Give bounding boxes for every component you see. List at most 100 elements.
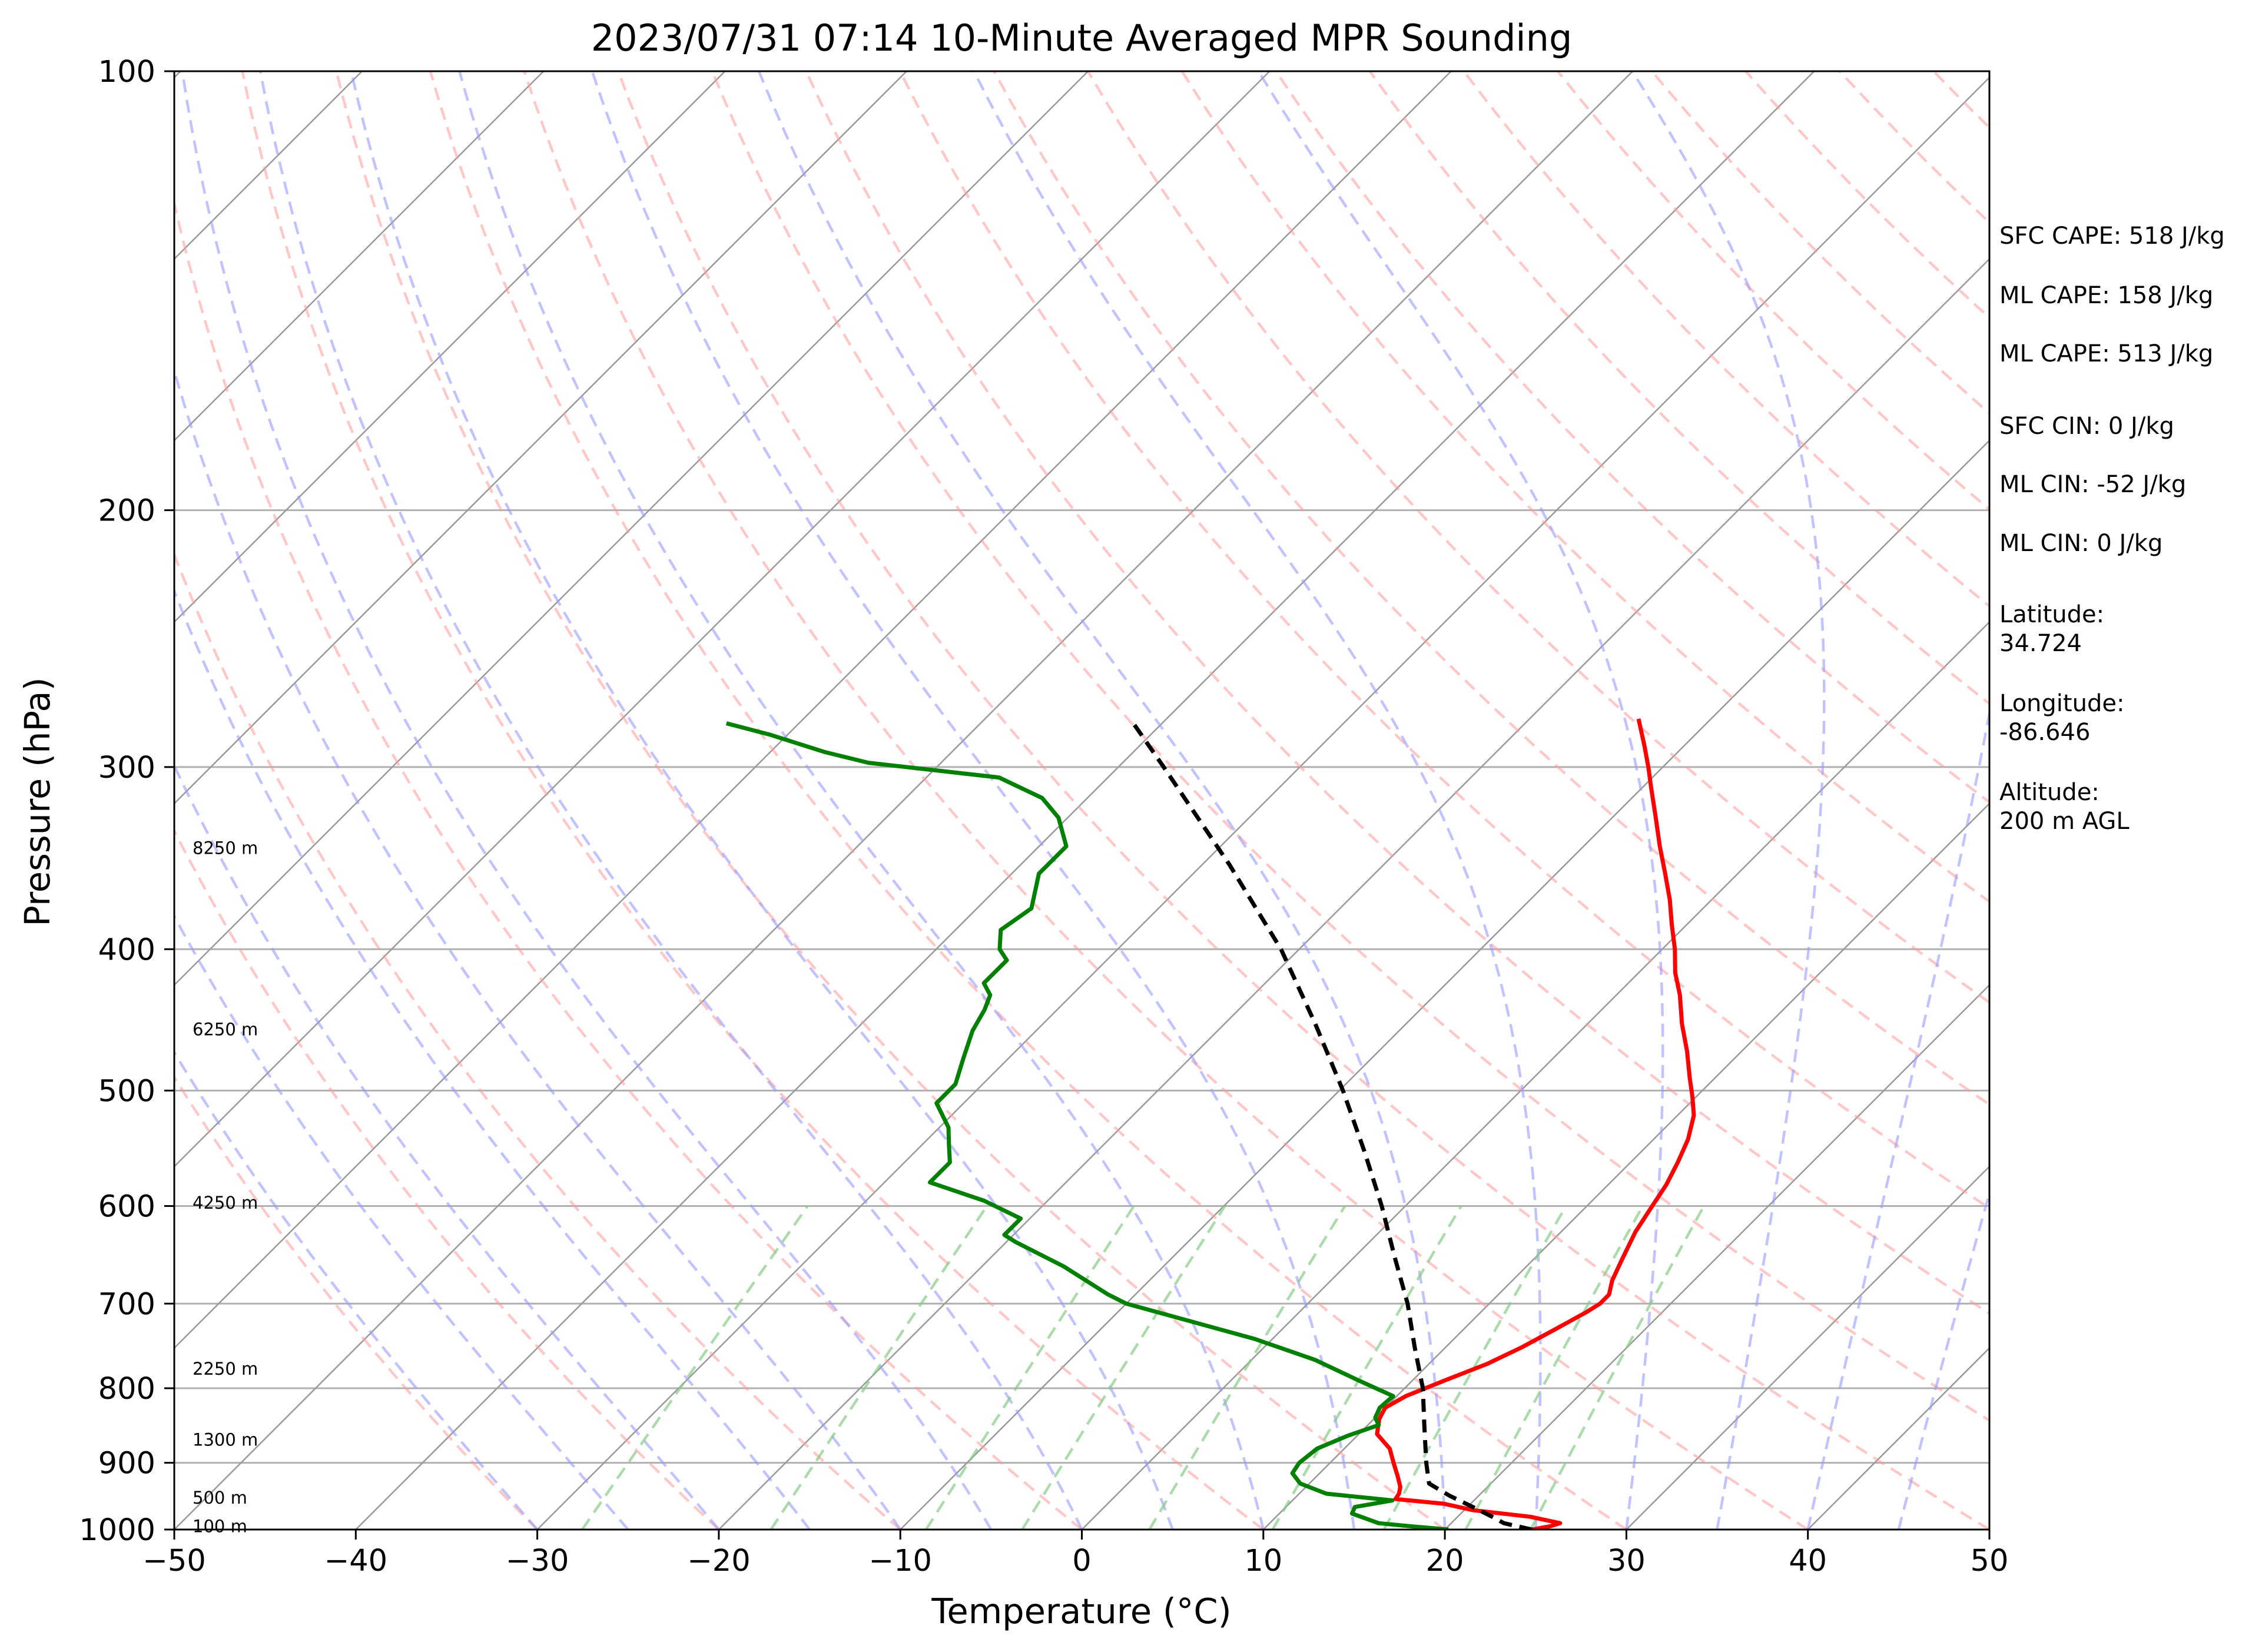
data-lines (725, 717, 1696, 1530)
moist-adiabat-line (1806, 706, 1989, 1530)
pressure-grid (174, 71, 1989, 1530)
moist-adiabat-line (1631, 71, 1826, 1530)
dry-adiabat-line (898, 71, 1989, 1210)
dry-adiabat-line (993, 71, 1989, 1106)
moist-adiabat-line (174, 762, 720, 1530)
chart-title: 2023/07/31 07:14 10-Minute Averaged MPR … (591, 16, 1573, 59)
dry-adiabat-line (711, 71, 1989, 1422)
altitude-label: Altitude: (1999, 779, 2100, 806)
mixing-ratio-line (1464, 1205, 1644, 1530)
dry-adiabat-line (616, 71, 1989, 1530)
isotherm-line (174, 71, 1452, 1349)
moist-adiabat-line (174, 366, 902, 1530)
y-tick-label: 900 (98, 1447, 155, 1481)
isotherm-line (174, 71, 907, 805)
isotherm-line (174, 71, 1089, 986)
dry-adiabat-line (429, 71, 1627, 1530)
parcel-profile-line (1128, 717, 1533, 1530)
isotherm-line (1081, 621, 1989, 1530)
isotherm-line (174, 71, 1633, 1530)
latitude-label: Latitude: (1999, 601, 2104, 628)
moist-adiabat-line (591, 71, 1356, 1530)
x-tick-label: −10 (868, 1544, 932, 1578)
mixing-ratio-line (581, 1205, 809, 1530)
mixing-ratio-line (770, 1205, 989, 1530)
x-axis-title: Temperature (°C) (931, 1591, 1231, 1631)
altitude-value: 200 m AGL (1999, 808, 2130, 835)
sfc-cin-text: SFC CIN: 0 J/kg (1999, 413, 2174, 440)
isotherm-line (174, 71, 545, 442)
y-axis-title: Pressure (hPa) (17, 677, 58, 926)
dry-adiabat-line (241, 71, 1265, 1530)
x-tick-label: 10 (1244, 1544, 1282, 1578)
dry-adiabat-line (174, 828, 720, 1530)
height-label: 4250 m (193, 1193, 258, 1213)
moist-adiabat-line (1257, 71, 1664, 1530)
height-label: 500 m (193, 1488, 247, 1508)
ml-cape-text: ML CAPE: 513 J/kg (1999, 340, 2213, 367)
x-tick-label: 40 (1789, 1544, 1827, 1578)
dry-adiabat-line (1368, 71, 1989, 706)
x-tick-label: −20 (687, 1544, 751, 1578)
isotherm-line (1444, 984, 1989, 1530)
y-tick-label: 300 (98, 751, 155, 785)
longitude-value: -86.646 (1999, 719, 2090, 746)
height-label: 1300 m (193, 1430, 258, 1450)
isotherm-line (355, 71, 1815, 1530)
height-label: 100 m (193, 1517, 247, 1537)
x-tick-label: 20 (1426, 1544, 1464, 1578)
background-lines (174, 71, 1989, 1530)
moist-adiabat-line (258, 71, 1083, 1530)
latitude-value: 34.724 (1999, 630, 2082, 657)
x-tick-label: 30 (1607, 1544, 1646, 1578)
moist-adiabat-line (174, 587, 811, 1530)
moist-adiabats (174, 71, 1989, 1530)
moist-adiabat-line (174, 913, 629, 1530)
isotherm-line (174, 71, 726, 623)
ml-cin-text: ML CIN: 0 J/kg (1999, 530, 2163, 557)
isotherm-line (900, 439, 1989, 1530)
dry-adiabat-line (523, 71, 1809, 1530)
x-tick-label: 50 (1971, 1544, 2009, 1578)
y-tick-label: 200 (98, 494, 155, 529)
y-axis-ticks: 100 200 300 400 500 600 700 800 900 1000 (79, 55, 174, 1548)
height-labels: 100 m 500 m 1300 m 2250 m 4250 m 6250 m 8250 m (193, 838, 258, 1537)
moist-adiabat-line (757, 71, 1447, 1530)
mixing-ratio-line (1529, 1205, 1705, 1530)
moist-adiabat-line (973, 71, 1542, 1530)
y-tick-label: 100 (98, 55, 155, 89)
mixing-ratio-line (1021, 1205, 1226, 1530)
isotherm-line (1626, 1165, 1989, 1530)
height-label: 2250 m (193, 1359, 258, 1379)
moist-adiabat-line (174, 1050, 539, 1530)
y-tick-label: 400 (98, 933, 155, 967)
isotherm-line (1262, 802, 1989, 1530)
longitude-label: Longitude: (1999, 690, 2124, 717)
moist-adiabat-line (458, 71, 1265, 1530)
isotherm-line (536, 76, 1989, 1530)
sfc-cape-text: SFC CAPE: 518 J/kg (1999, 223, 2225, 250)
height-label: 8250 m (193, 838, 258, 858)
y-tick-label: 700 (98, 1287, 155, 1322)
y-tick-label: 800 (98, 1372, 155, 1406)
mixing-ratio-lines (581, 1205, 1705, 1530)
y-tick-label: 600 (98, 1189, 155, 1224)
dewpoint-line (725, 721, 1449, 1530)
x-tick-label: 0 (1072, 1544, 1091, 1578)
moist-adiabat-line (350, 71, 1174, 1530)
y-tick-label: 500 (98, 1074, 155, 1109)
mixing-ratio-line (1148, 1205, 1346, 1530)
dry-adiabat-line (805, 71, 1989, 1315)
dry-adiabat-line (335, 71, 1446, 1530)
dry-adiabat-line (1180, 71, 1989, 904)
x-axis-ticks: −50 −40 −30 −20 −10 0 10 20 30 40 50 (142, 1530, 2008, 1578)
dry-adiabat-line (174, 550, 901, 1530)
ml-cin-text: ML CIN: -52 J/kg (1999, 471, 2186, 498)
x-tick-label: −30 (506, 1544, 569, 1578)
info-panel: SFC CAPE: 518 J/kg ML CAPE: 158 J/kg ML … (1999, 223, 2225, 835)
moist-adiabat-line (1897, 1188, 1989, 1530)
dry-adiabats (174, 71, 1989, 1530)
ml-cape-text: ML CAPE: 158 J/kg (1999, 282, 2213, 309)
